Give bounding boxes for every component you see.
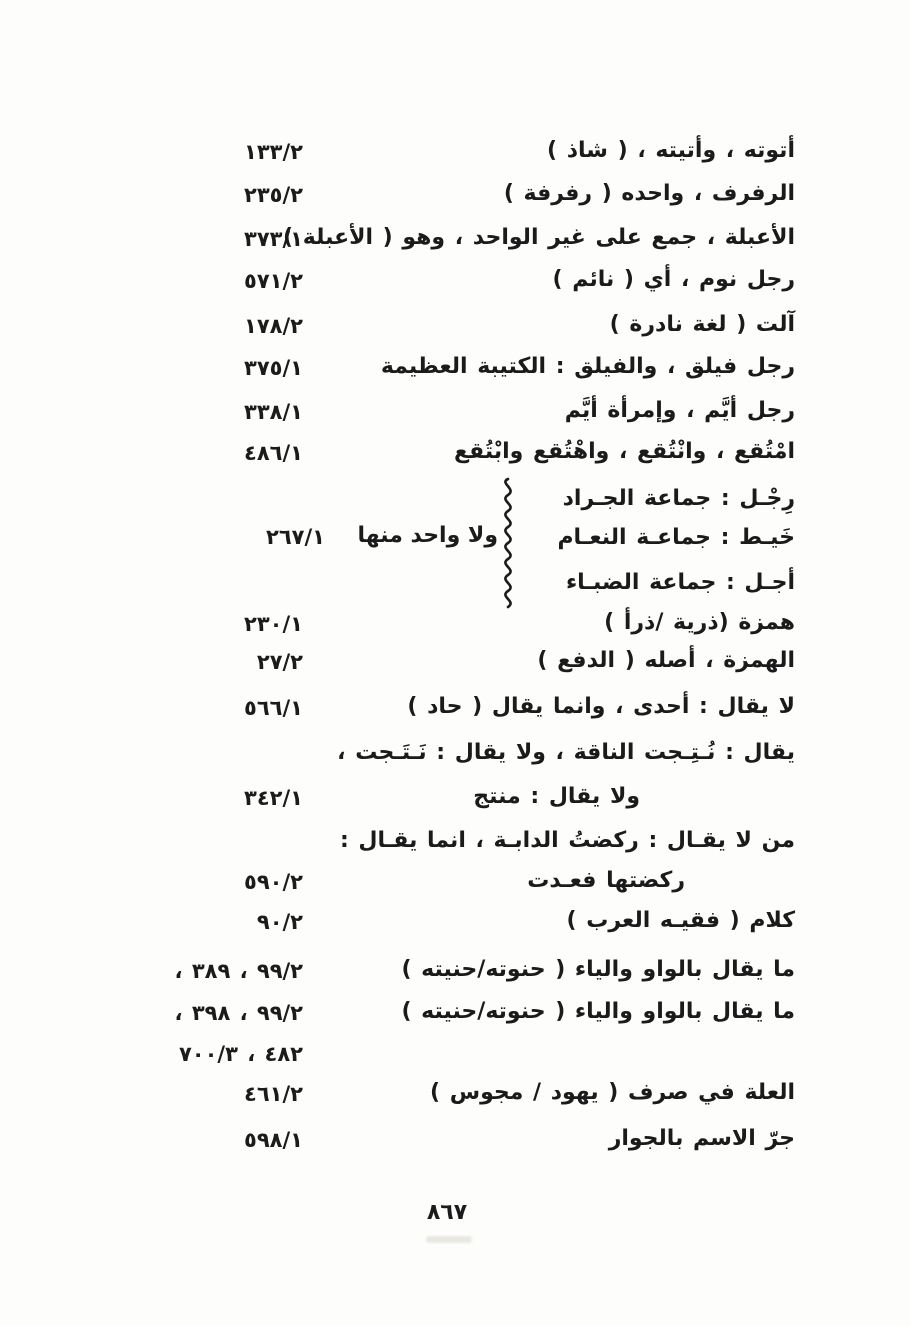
index-entry-row: رجل أيَّم ، وإمرأة أيَّم ٣٣٨/١: [0, 395, 910, 429]
entry-text: ولا يقال : منتج: [473, 784, 640, 809]
index-entry-row: ما يقال بالواو والياء ( حنوته/حنيته ) ٩٩/…: [0, 954, 910, 988]
index-entry-row: لا يقال : أحدى ، وانما يقال ( حاد ) ٥٦٦/١: [0, 691, 910, 725]
index-entry-row: أتوته ، وأتيته ، ( شاذ ) ١٣٣/٢: [0, 135, 910, 169]
index-entry-row: رجل فيلق ، والفيلق : الكتيبة العظيمة ٣٧٥/…: [0, 351, 910, 385]
entry-text: كلام ( فقيـه العرب ): [566, 908, 795, 933]
entry-text: رجل نوم ، أي ( نائم ): [552, 267, 796, 292]
index-entry-row: يقال : نُـتِـجت الناقة ، ولا يقال : نَـت…: [0, 737, 910, 771]
entry-text: لا يقال : أحدى ، وانما يقال ( حاد ): [407, 694, 795, 719]
entry-ref: ٥٩٨/١: [244, 1128, 303, 1152]
index-entry-row: رِجْـل : جماعة الجـراد: [0, 483, 910, 517]
index-entry-row: امْتُقع ، وانْتُقع ، واهْتُقع وابْتُقع ٤٨…: [0, 436, 910, 470]
entry-ref: ٩٠/٢: [256, 910, 303, 934]
entry-ref: ٩٩/٢ ، ٣٩٨ ،: [174, 1001, 303, 1025]
index-entry-row: ركضتها فعـدت ٥٩٠/٢: [0, 865, 910, 899]
entry-ref: ١٧٨/٢: [244, 314, 303, 338]
index-entry-row: من لا يقـال : ركضتُ الدابـة ، انما يقـال…: [0, 825, 910, 859]
entry-text: آلت ( لغة نادرة ): [609, 312, 795, 337]
scan-smudge: [426, 1236, 472, 1243]
entry-ref: ٣٧٥/١: [244, 356, 303, 380]
entry-text: خَيـط : جماعـة النعـام: [557, 525, 795, 550]
entry-ref: ٤٦١/٢: [244, 1082, 303, 1106]
entry-text: ما يقال بالواو والياء ( حنوته/حنيته ): [401, 999, 795, 1024]
entry-text: الأعبلة ، جمع على غير الواحد ، وهو ( الأ…: [283, 225, 795, 250]
entry-ref: ٥٦٦/١: [244, 696, 303, 720]
entry-text: امْتُقع ، وانْتُقع ، واهْتُقع وابْتُقع: [454, 439, 795, 464]
entry-ref: ٥٧١/٢: [244, 269, 303, 293]
entry-text: يقال : نُـتِـجت الناقة ، ولا يقال : نَـت…: [337, 740, 795, 765]
index-entry-row: آلت ( لغة نادرة ) ١٧٨/٢: [0, 309, 910, 343]
entry-ref: ١٣٣/٢: [244, 140, 303, 164]
entry-text: أجـل : جماعة الضبـاء: [565, 570, 795, 595]
entry-text: رِجْـل : جماعة الجـراد: [562, 486, 795, 511]
entry-text: الرفرف ، واحده ( رفرفة ): [503, 181, 795, 206]
index-entry-row: رجل نوم ، أي ( نائم ) ٥٧١/٢: [0, 264, 910, 298]
entry-ref: ٩٩/٢ ، ٣٨٩ ،: [174, 959, 303, 983]
entry-ref: ٤٨٦/١: [244, 441, 303, 465]
brace-note-ref: ٢٦٧/١: [266, 525, 325, 549]
entry-ref: ٥٩٠/٢: [244, 870, 303, 894]
index-entry-row: همزة (ذرية /ذرأ ) ٢٣٠/١: [0, 607, 910, 641]
index-entry-row: خَيـط : جماعـة النعـام: [0, 522, 910, 556]
entry-text: همزة (ذرية /ذرأ ): [604, 610, 795, 635]
index-entry-row: أجـل : جماعة الضبـاء: [0, 567, 910, 601]
index-entry-row: العلة في صرف ( يهود / مجوس ) ٤٦١/٢: [0, 1077, 910, 1111]
index-entry-row: الرفرف ، واحده ( رفرفة ) ٢٣٥/٢: [0, 178, 910, 212]
entry-ref: ٢٣٥/٢: [244, 183, 303, 207]
entry-ref: ٣٣٨/١: [244, 400, 303, 424]
index-entry-row: الهمزة ، أصله ( الدفع ) ٢٧/٢: [0, 645, 910, 679]
brace-note-text: ولا واحد منها: [357, 523, 498, 548]
index-entry-row: جرّ الاسم بالجوار ٥٩٨/١: [0, 1123, 910, 1157]
entry-ref: ٣٤٢/١: [244, 786, 303, 810]
entry-text: من لا يقـال : ركضتُ الدابـة ، انما يقـال…: [339, 828, 795, 853]
entry-text: جرّ الاسم بالجوار: [608, 1126, 795, 1151]
index-entry-row: ولا يقال : منتج ٣٤٢/١: [0, 781, 910, 815]
index-entry-row: ٤٨٢ ، ٧٠٠/٣: [0, 1037, 910, 1071]
entry-ref: ٤٨٢ ، ٧٠٠/٣: [178, 1042, 303, 1066]
index-entry-row: الأعبلة ، جمع على غير الواحد ، وهو ( الأ…: [0, 222, 910, 256]
entry-text: ما يقال بالواو والياء ( حنوته/حنيته ): [401, 957, 795, 982]
entry-text: العلة في صرف ( يهود / مجوس ): [430, 1080, 795, 1105]
entry-text: رجل فيلق ، والفيلق : الكتيبة العظيمة: [380, 354, 795, 379]
entry-text: ركضتها فعـدت: [527, 868, 685, 893]
entry-text: رجل أيَّم ، وإمرأة أيَّم: [564, 398, 795, 423]
page-number: ٨٦٧: [426, 1200, 468, 1225]
entry-ref: ٢٧/٢: [256, 650, 303, 674]
entry-text: الهمزة ، أصله ( الدفع ): [537, 648, 795, 673]
entry-ref: ٣٧٣/١: [244, 227, 303, 251]
entry-ref: ٢٣٠/١: [244, 612, 303, 636]
brace-icon: [493, 476, 521, 616]
index-entry-row: ما يقال بالواو والياء ( حنوته/حنيته ) ٩٩/…: [0, 996, 910, 1030]
entry-text: أتوته ، وأتيته ، ( شاذ ): [547, 138, 795, 163]
index-entry-row: كلام ( فقيـه العرب ) ٩٠/٢: [0, 905, 910, 939]
